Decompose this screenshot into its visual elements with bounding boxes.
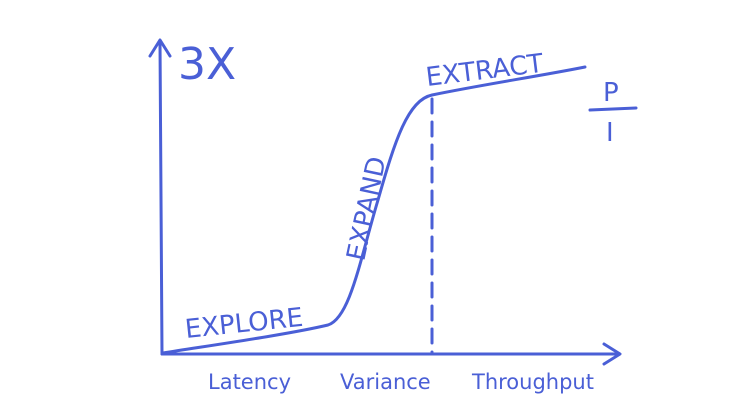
ratio-numerator: P <box>603 78 619 108</box>
s-curve <box>161 65 587 355</box>
y-axis <box>148 38 172 356</box>
x-label-variance: Variance <box>340 370 431 394</box>
y-axis-arrowhead <box>148 38 172 58</box>
x-axis-arrowhead <box>602 342 622 366</box>
phase-expand-label: EXPAND <box>342 154 393 263</box>
ratio-fraction-bar <box>588 106 638 112</box>
x-label-latency: Latency <box>208 370 291 394</box>
top-label: 3X <box>178 39 236 90</box>
ratio-p-over-i: P I <box>588 78 638 148</box>
y-axis-line <box>158 40 164 356</box>
x-label-throughput: Throughput <box>471 370 594 394</box>
phase-explore-label: EXPLORE <box>184 303 305 345</box>
x-axis <box>160 342 622 366</box>
ratio-denominator: I <box>606 118 614 148</box>
